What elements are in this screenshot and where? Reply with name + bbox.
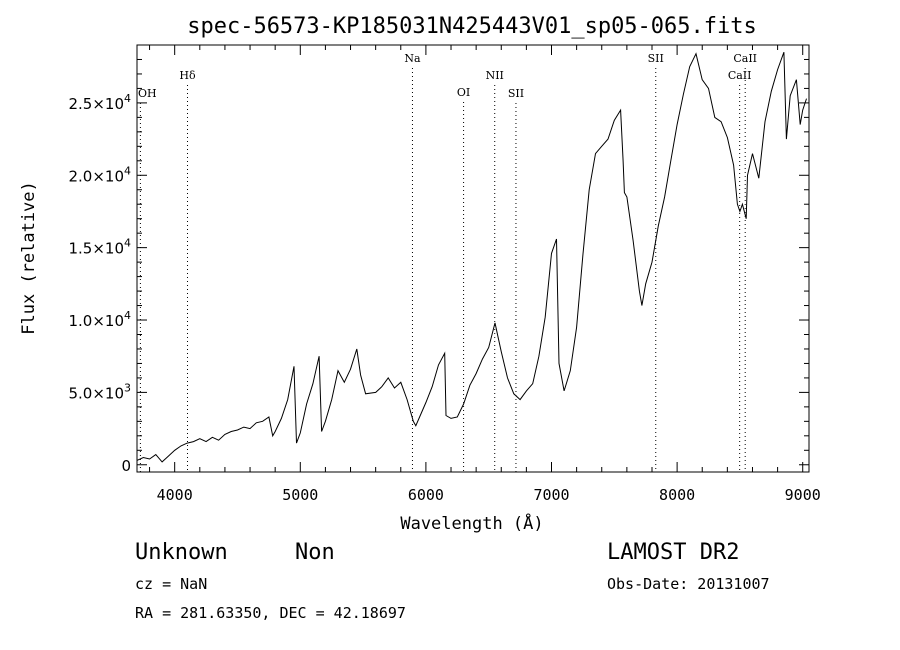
line-marker-label: Hδ (179, 69, 196, 82)
x-tick-label: 8000 (659, 486, 695, 504)
y-tick-label: 5.0×103 (68, 381, 131, 402)
x-tick-label: 7000 (533, 486, 569, 504)
y-tick-label: 0 (121, 457, 131, 475)
plot-frame (136, 44, 810, 473)
object-subclass: Non (295, 540, 335, 565)
line-marker-label: SII (508, 87, 524, 100)
line-marker-label: SII (648, 52, 664, 65)
observation-date: Obs-Date: 20131007 (607, 575, 770, 593)
y-tick-labels: 0 5.0×103 1.0×104 1.5×104 2.0×104 2.5×104 (68, 92, 131, 475)
redshift-cz: cz = NaN (135, 575, 208, 593)
line-marker-label: OI (457, 86, 470, 99)
x-tick-label: 4000 (157, 486, 193, 504)
object-class: Unknown (135, 540, 228, 565)
spectrum-line (136, 52, 807, 463)
line-marker-label: NII (486, 69, 504, 82)
y-tick-label: 1.0×104 (68, 309, 131, 330)
x-tick-label: 6000 (408, 486, 444, 504)
coordinates: RA = 281.63350, DEC = 42.18697 (135, 604, 406, 622)
line-marker-label: CaII (733, 52, 757, 65)
line-marker-label: OH (138, 87, 157, 100)
y-tick-label: 2.0×104 (68, 164, 131, 185)
line-marker-label: CaII (728, 69, 752, 82)
spectral-line-markers: OH Hδ Na OI NII SII SII CaII CaII (138, 52, 757, 472)
x-tick-label: 9000 (785, 486, 821, 504)
line-marker-label: Na (404, 52, 421, 65)
y-axis-label: Flux (relative) (19, 181, 39, 335)
y-tick-label: 2.5×104 (68, 92, 131, 113)
x-tick-label: 5000 (282, 486, 318, 504)
y-tick-label: 1.5×104 (68, 237, 131, 258)
chart-title: spec-56573-KP185031N425443V01_sp05-065.f… (187, 14, 757, 39)
x-axis-label: Wavelength (Å) (400, 512, 543, 534)
x-tick-labels: 4000 5000 6000 7000 8000 9000 (157, 486, 821, 504)
axis-ticks (137, 45, 809, 472)
spectrum-plot: spec-56573-KP185031N425443V01_sp05-065.f… (19, 14, 821, 534)
survey-release: LAMOST DR2 (607, 540, 740, 565)
